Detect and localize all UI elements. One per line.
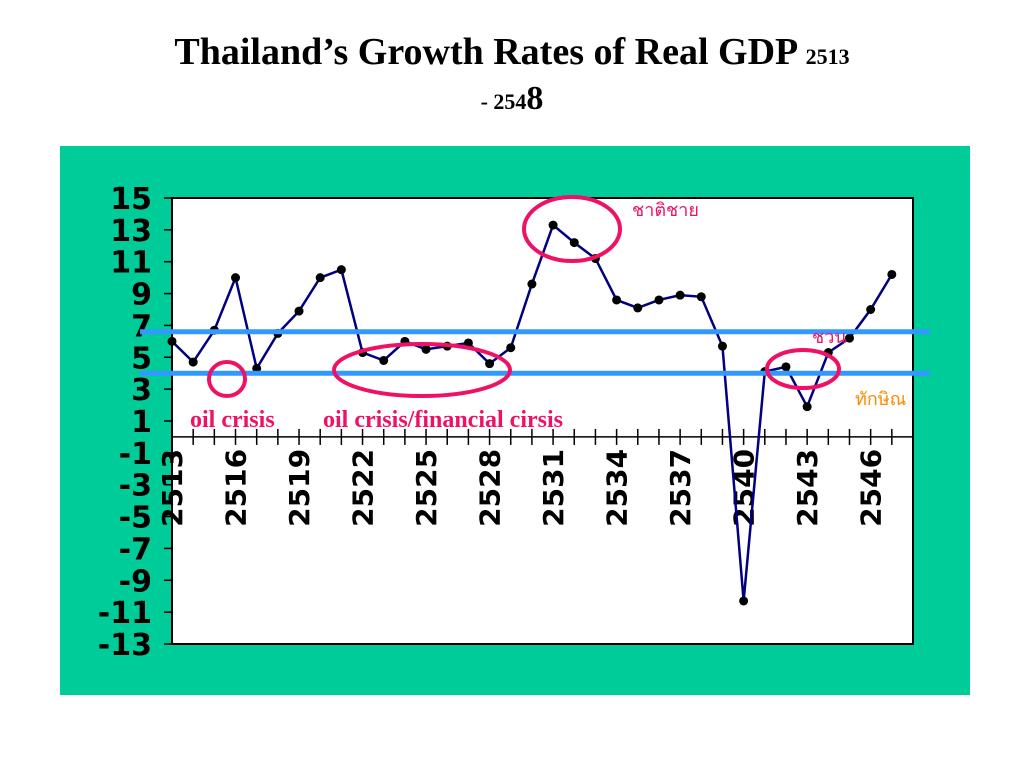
- title-range-prefix: - 254: [480, 89, 527, 114]
- data-point: [654, 295, 664, 305]
- data-point: [294, 306, 304, 316]
- title-range-last: 8: [526, 80, 544, 117]
- oil-crisis-financial-circle: [332, 342, 512, 398]
- data-point: [844, 333, 854, 343]
- data-point: [188, 357, 198, 367]
- data-point: [506, 343, 516, 353]
- annotation-chatichai: ชาติชาย: [632, 200, 699, 221]
- y-tick-label: 13: [110, 214, 152, 249]
- plot-area: [171, 197, 914, 645]
- data-point: [717, 341, 727, 351]
- data-point: [252, 363, 262, 373]
- chuan-circle: [765, 348, 841, 390]
- y-tick-label: -9: [119, 564, 152, 599]
- data-point: [569, 238, 579, 248]
- y-tick-label: -1: [119, 437, 152, 472]
- data-point: [463, 338, 473, 348]
- y-tick-label: 3: [131, 373, 152, 408]
- data-point: [866, 305, 876, 314]
- y-tick-label: 9: [131, 278, 152, 313]
- x-tick-label: 2543: [791, 449, 824, 527]
- annotation-chuan: ชวน: [812, 327, 847, 348]
- data-point: [336, 265, 346, 275]
- data-point: [548, 220, 558, 230]
- x-tick-label: 2537: [664, 449, 697, 527]
- chart-title: Thailand’s Growth Rates of Real GDP 2513…: [0, 30, 1024, 118]
- data-point: [167, 336, 177, 346]
- y-tick-label: 1: [131, 405, 152, 440]
- y-tick-label: 11: [110, 246, 152, 281]
- y-tick-label: -13: [98, 628, 152, 663]
- title-main: Thailand’s Growth Rates of Real GDP: [174, 31, 806, 73]
- reference-lines: [140, 329, 930, 376]
- data-point: [315, 273, 325, 283]
- data-point: [781, 362, 791, 372]
- data-point: [802, 402, 812, 412]
- data-point: [421, 344, 431, 354]
- x-tick-label: 2528: [474, 449, 507, 527]
- y-tick-label: 15: [110, 182, 152, 217]
- data-point: [612, 295, 622, 305]
- data-point: [696, 292, 706, 302]
- y-tick-label: -11: [98, 596, 152, 631]
- x-tick-label: 2534: [601, 449, 634, 527]
- data-point: [739, 596, 749, 606]
- data-point: [887, 269, 897, 279]
- x-tick-label: 2546: [855, 449, 888, 527]
- annotation-oil-crisis: oil crisis: [190, 407, 275, 433]
- y-tick-label: -7: [119, 532, 152, 567]
- x-tick-label: 2513: [156, 449, 189, 527]
- x-tick-label: 2519: [283, 449, 316, 527]
- data-point: [485, 359, 495, 369]
- data-point: [231, 273, 241, 283]
- x-tick-label: 2516: [220, 449, 253, 527]
- x-tick-label: 2522: [347, 449, 380, 527]
- y-tick-marks: [164, 197, 172, 645]
- annotation-oil-crisis-financial: oil crisis/financial cirsis: [323, 407, 563, 433]
- y-tick-label: -5: [119, 501, 152, 536]
- y-tick-label: -3: [119, 469, 152, 504]
- data-point: [633, 303, 643, 313]
- x-tick-label: 2531: [537, 449, 570, 527]
- chatichai-circle: [522, 195, 622, 263]
- data-point: [675, 290, 685, 300]
- x-tick-label: 2525: [410, 449, 443, 527]
- y-tick-label: 7: [131, 309, 152, 344]
- x-tick-labels: 2513 2516 2519 2522 2525 2528 2531 2534 2537 2540…: [156, 449, 888, 527]
- title-line-2: - 2548: [0, 80, 1024, 118]
- data-point: [527, 279, 537, 289]
- data-point: [379, 355, 389, 365]
- x-tick-marks: [171, 428, 914, 445]
- title-range-start: 2513: [805, 44, 850, 69]
- y-tick-label: 5: [131, 341, 152, 376]
- oil-crisis-circle: [207, 360, 247, 398]
- annotation-thaksin: ทักษิณ: [855, 389, 906, 410]
